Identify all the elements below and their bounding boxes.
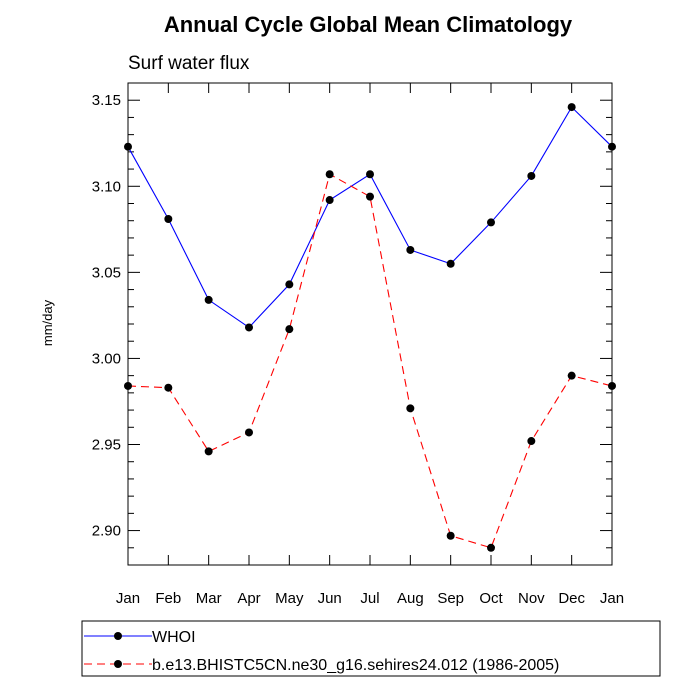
y-tick-label: 3.10 <box>92 178 121 195</box>
data-point-0 <box>245 323 253 332</box>
data-point-1 <box>608 381 616 390</box>
data-point-0 <box>325 196 334 205</box>
x-tick-label: Jun <box>318 590 342 607</box>
data-point-0 <box>567 103 576 112</box>
data-point-0 <box>124 142 132 151</box>
y-tick-label: 3.15 <box>92 92 121 109</box>
y-tick-label: 2.90 <box>92 523 121 540</box>
x-tick-label: Mar <box>196 590 222 607</box>
data-point-1 <box>124 381 132 390</box>
x-tick-label: Aug <box>397 590 424 607</box>
x-tick-label: Dec <box>558 590 585 607</box>
data-point-0 <box>366 170 374 179</box>
data-point-0 <box>446 259 455 268</box>
data-point-0 <box>527 171 536 180</box>
legend-marker-1 <box>114 660 122 668</box>
chart-title: Annual Cycle Global Mean Climatology <box>164 12 573 37</box>
series-line-0 <box>127 106 613 329</box>
series-line-1 <box>127 173 613 549</box>
x-tick-label: Oct <box>479 590 503 607</box>
data-point-1 <box>325 170 334 179</box>
data-point-0 <box>164 214 173 223</box>
data-point-1 <box>366 192 374 201</box>
x-tick-label: Nov <box>518 590 545 607</box>
y-tick-label: 3.00 <box>92 350 121 367</box>
data-point-1 <box>285 325 294 334</box>
x-axis-ticks: Jan Feb Mar Apr May Jun Jul Aug Sep Oct Nov Dec Jan <box>116 83 624 607</box>
data-point-0 <box>487 218 495 227</box>
data-point-1 <box>245 428 253 437</box>
y-axis-label: mm/day <box>40 299 55 346</box>
data-point-0 <box>204 295 213 304</box>
data-point-1 <box>406 404 415 413</box>
data-point-0 <box>406 245 415 254</box>
legend-label-0: WHOI <box>152 629 196 646</box>
legend-marker-0 <box>114 632 122 640</box>
legend: WHOI b.e13.BHISTC5CN.ne30_g16.sehires24.0… <box>84 629 559 674</box>
data-point-1 <box>527 437 536 446</box>
data-point-1 <box>204 447 213 456</box>
data-point-0 <box>608 142 616 151</box>
x-tick-label: Feb <box>155 590 181 607</box>
data-point-1 <box>567 371 576 380</box>
plot-frame <box>127 82 613 566</box>
data-point-0 <box>285 280 294 289</box>
x-tick-label: Jan <box>600 590 624 607</box>
legend-box <box>81 620 661 677</box>
x-tick-label: Jan <box>116 590 140 607</box>
x-tick-label: Sep <box>437 590 464 607</box>
data-point-1 <box>446 531 455 540</box>
series-layer <box>124 103 616 552</box>
x-tick-label: Jul <box>360 590 379 607</box>
x-tick-label: Apr <box>237 590 260 607</box>
chart-subtitle: Surf water flux <box>128 53 250 74</box>
legend-label-1: b.e13.BHISTC5CN.ne30_g16.sehires24.012 (… <box>152 657 559 674</box>
data-point-1 <box>487 543 495 552</box>
data-point-1 <box>164 383 173 392</box>
y-tick-label: 2.95 <box>92 437 121 454</box>
y-axis-ticks: 2.90 2.95 3.00 3.05 3.10 3.15 <box>92 82 612 566</box>
x-tick-label: May <box>275 590 304 607</box>
y-tick-label: 3.05 <box>92 264 121 281</box>
